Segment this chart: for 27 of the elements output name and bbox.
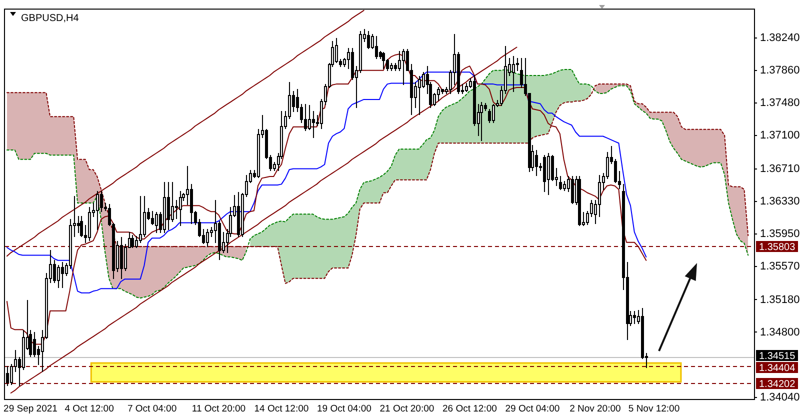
x-tick-label: 21 Oct 20:00 — [380, 403, 434, 414]
x-tick-label: 19 Oct 04:00 — [317, 403, 372, 414]
ref-line-label: 1.34202 — [759, 378, 796, 390]
x-tick-label: 7 Oct 04:00 — [127, 403, 177, 414]
ref-line-label: 1.34515 — [759, 350, 796, 362]
chart-title: GBPUSD,H4 — [21, 12, 80, 24]
x-tick-label: 5 Nov 12:00 — [628, 403, 680, 414]
ref-line-label: 1.35803 — [759, 242, 796, 253]
y-tick-label: 1.35950 — [760, 228, 800, 240]
y-tick-label: 1.37480 — [760, 96, 800, 109]
y-tick-label: 1.34040 — [760, 391, 800, 404]
y-tick-label: 1.35570 — [760, 260, 800, 272]
x-tick-label: 2 Nov 20:00 — [570, 403, 621, 414]
x-tick-label: 14 Oct 12:00 — [254, 403, 309, 414]
x-tick-label: 11 Oct 20:00 — [192, 403, 246, 414]
y-tick-label: 1.37860 — [760, 64, 800, 76]
y-tick-label: 1.36710 — [760, 162, 800, 175]
y-tick-label: 1.37100 — [760, 129, 800, 142]
x-tick-label: 4 Oct 12:00 — [64, 403, 114, 414]
y-tick-label: 1.35180 — [760, 294, 800, 306]
y-tick-label: 1.34800 — [760, 326, 800, 338]
y-tick-label: 1.36330 — [760, 195, 800, 208]
x-tick-label: 29 Oct 04:00 — [505, 403, 560, 414]
x-tick-label: 26 Oct 12:00 — [442, 403, 497, 414]
ref-line-label: 1.34404 — [759, 362, 796, 374]
x-tick-label: 29 Sep 2021 — [4, 403, 58, 414]
y-tick-label: 1.38240 — [760, 32, 800, 44]
